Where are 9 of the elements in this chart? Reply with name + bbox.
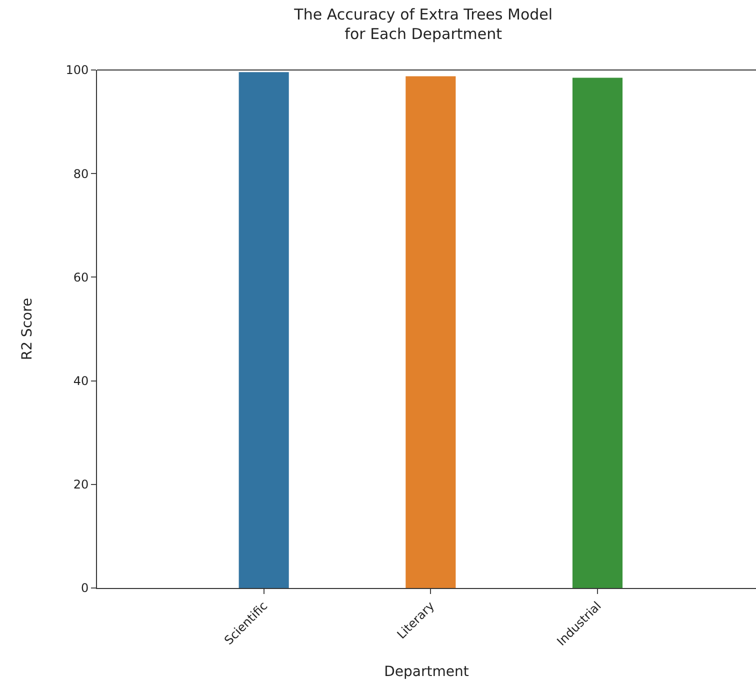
y-axis-title: R2 Score xyxy=(19,298,36,360)
y-tick-label: 80 xyxy=(73,166,89,181)
y-tick-label: 20 xyxy=(73,478,89,492)
y-tick-label: 60 xyxy=(73,270,89,284)
x-axis-title: Department xyxy=(384,664,470,680)
y-tick-label: 100 xyxy=(66,63,89,78)
chart-title: The Accuracy of Extra Trees Model for Each Department xyxy=(293,5,553,43)
y-tick-label: 40 xyxy=(73,374,89,388)
y-tick-label: 0 xyxy=(80,581,89,596)
